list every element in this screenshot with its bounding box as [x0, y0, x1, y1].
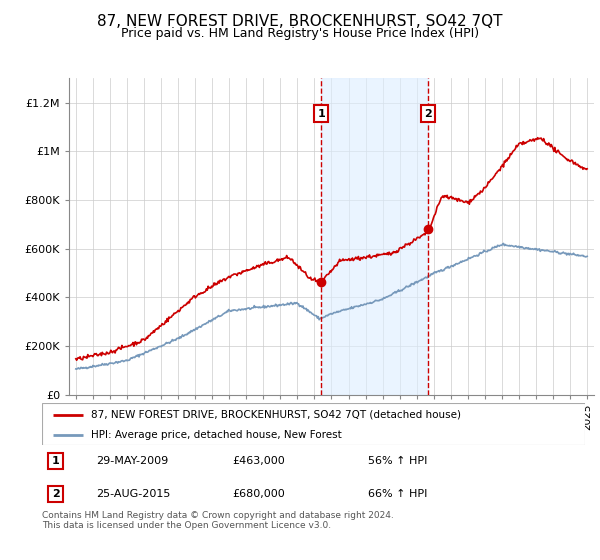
Text: 2: 2 [424, 109, 431, 119]
Text: 87, NEW FOREST DRIVE, BROCKENHURST, SO42 7QT (detached house): 87, NEW FOREST DRIVE, BROCKENHURST, SO42… [91, 410, 461, 420]
Text: HPI: Average price, detached house, New Forest: HPI: Average price, detached house, New … [91, 430, 341, 440]
Text: £680,000: £680,000 [232, 489, 285, 499]
Text: 1: 1 [52, 456, 59, 466]
Text: 1: 1 [317, 109, 325, 119]
FancyBboxPatch shape [42, 403, 585, 445]
Text: 66% ↑ HPI: 66% ↑ HPI [368, 489, 427, 499]
Text: 25-AUG-2015: 25-AUG-2015 [97, 489, 170, 499]
Text: Price paid vs. HM Land Registry's House Price Index (HPI): Price paid vs. HM Land Registry's House … [121, 27, 479, 40]
Text: 29-MAY-2009: 29-MAY-2009 [97, 456, 169, 466]
Text: Contains HM Land Registry data © Crown copyright and database right 2024.
This d: Contains HM Land Registry data © Crown c… [42, 511, 394, 530]
Text: £463,000: £463,000 [232, 456, 285, 466]
Text: 56% ↑ HPI: 56% ↑ HPI [368, 456, 427, 466]
Text: 2: 2 [52, 489, 59, 499]
Text: 87, NEW FOREST DRIVE, BROCKENHURST, SO42 7QT: 87, NEW FOREST DRIVE, BROCKENHURST, SO42… [97, 14, 503, 29]
Bar [321, 78, 428, 395]
